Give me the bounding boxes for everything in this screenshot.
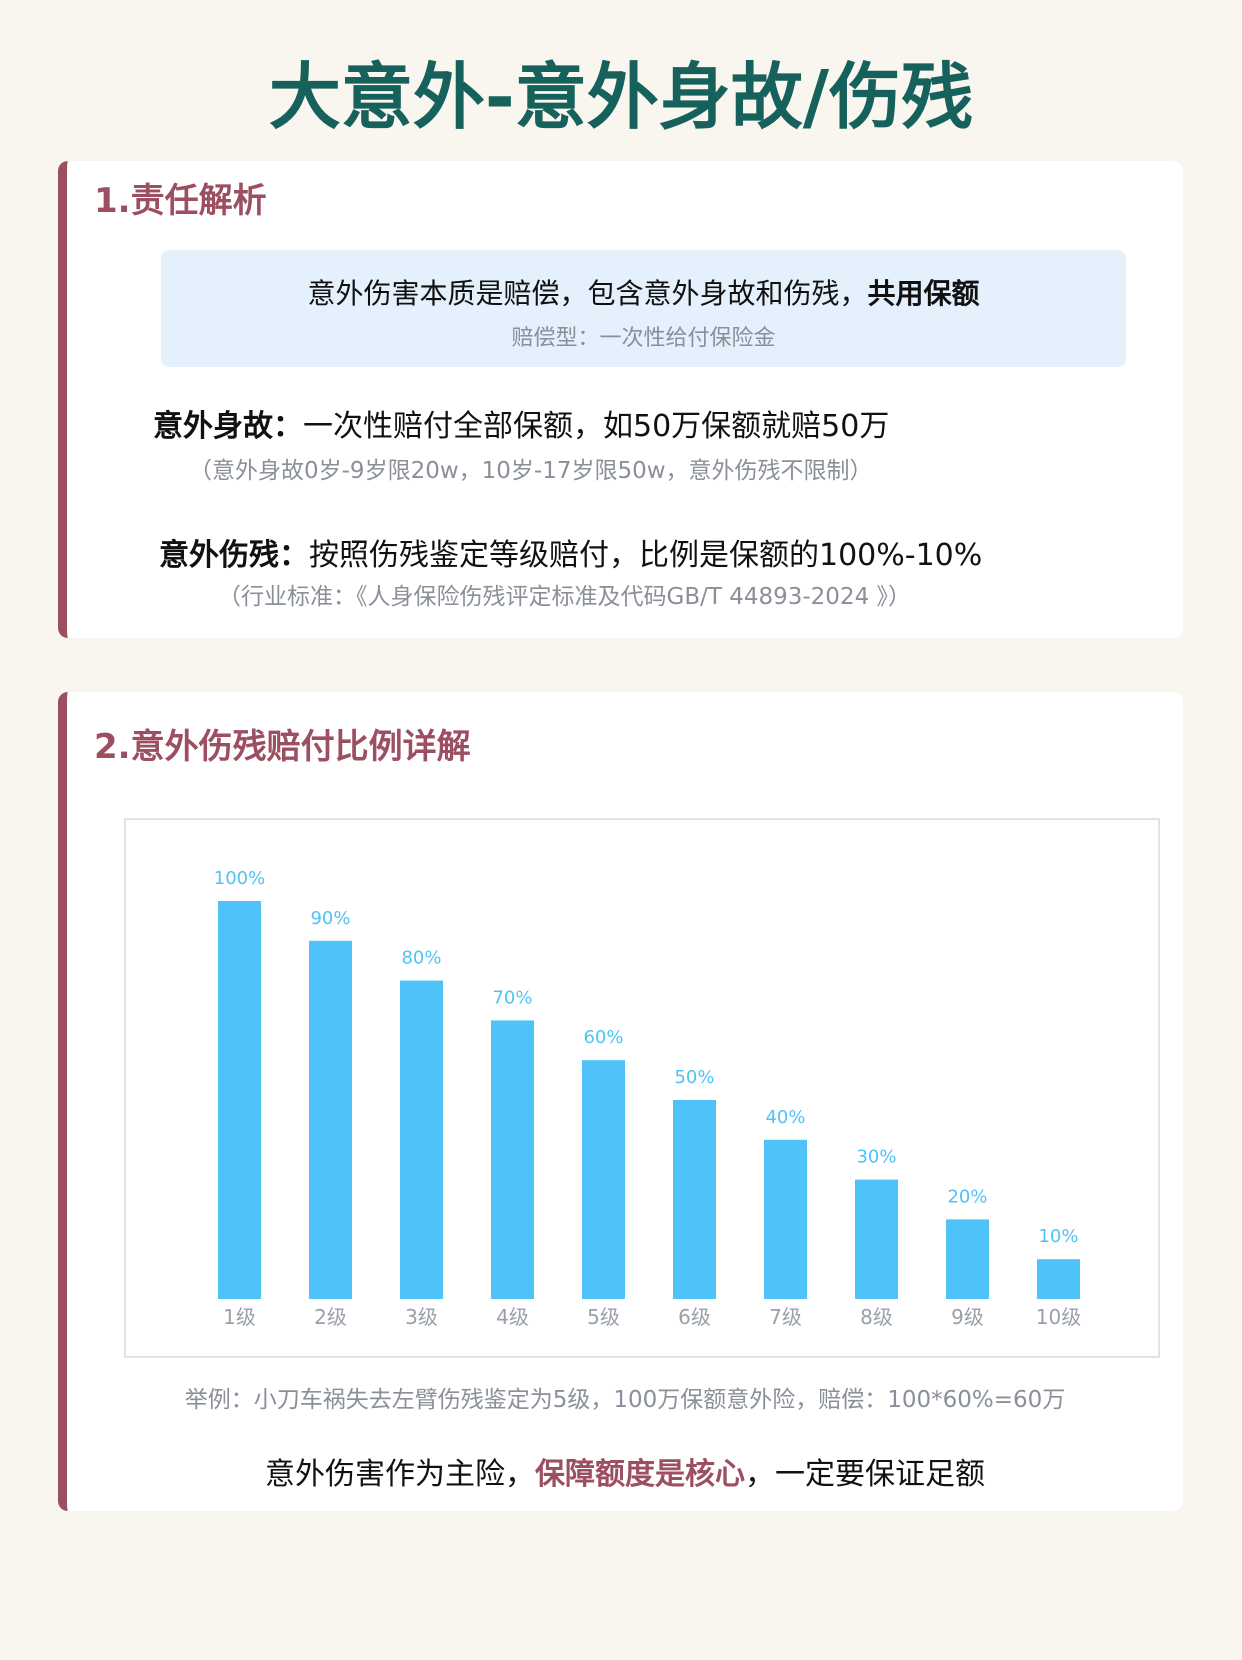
section-responsibility: 1.责任解析 意外伤害本质是赔偿，包含意外身故和伤残，共用保额 赔偿型：一次性给…: [58, 161, 1183, 638]
data-label: 100%: [214, 868, 265, 889]
bar-5级: [582, 1060, 625, 1299]
x-tick-label: 8级: [860, 1305, 893, 1329]
data-label: 20%: [947, 1186, 987, 1207]
section-heading: 2.意外伤残赔付比例详解: [94, 727, 471, 767]
section-heading: 1.责任解析: [94, 181, 267, 221]
x-tick-label: 10级: [1036, 1305, 1081, 1329]
death-label: 意外身故：: [153, 409, 303, 444]
disability-label: 意外伤残：: [159, 538, 309, 573]
data-label: 90%: [310, 908, 350, 929]
x-tick-label: 4级: [496, 1305, 529, 1329]
x-tick-label: 3级: [405, 1305, 438, 1329]
x-tick-label: 7级: [769, 1305, 802, 1329]
data-label: 30%: [856, 1147, 896, 1168]
page-title: 大意外-意外身故/伤残: [268, 55, 974, 139]
x-tick-label: 9级: [951, 1305, 984, 1329]
chart-frame: 100% 1级 90% 2级 80% 3级 70% 4级 60% 5级 50% 6级 40% 7级 30% 8…: [124, 818, 1160, 1358]
example-text: 举例：小刀车祸失去左臂伤残鉴定为5级，100万保额意外险，赔偿：100*60%=…: [184, 1387, 1066, 1413]
x-tick-label: 1级: [223, 1305, 256, 1329]
section-ratio: 2.意外伤残赔付比例详解 100% 1级 90% 2级 80% 3级 70% 4级 60% 5级 5…: [58, 692, 1183, 1511]
bar-2级: [309, 940, 352, 1299]
bar-6级: [673, 1100, 716, 1299]
bar-9级: [946, 1219, 989, 1299]
bar-chart: 100% 1级 90% 2级 80% 3级 70% 4级 60% 5级 50% 6级 40% 7级 30% 8…: [214, 868, 1081, 1329]
summary-sub: 赔偿型：一次性给付保险金: [511, 326, 776, 351]
bar-7级: [764, 1139, 807, 1299]
bar-8级: [855, 1179, 898, 1299]
summary-line: 意外伤害本质是赔偿，包含意外身故和伤残，共用保额: [161, 272, 1126, 312]
bar-1级: [218, 901, 261, 1299]
conclusion-pre: 意外伤害作为主险，: [265, 1457, 535, 1492]
data-label: 10%: [1038, 1226, 1078, 1247]
summary-text: 意外伤害本质是赔偿，包含意外身故和伤残，: [307, 277, 868, 310]
x-tick-label: 2级: [314, 1305, 347, 1329]
summary-box: 意外伤害本质是赔偿，包含意外身故和伤残，共用保额 赔偿型：一次性给付保险金: [161, 250, 1126, 367]
data-label: 60%: [583, 1027, 623, 1048]
conclusion-line: 意外伤害作为主险，保障额度是核心，一定要保证足额: [67, 1449, 1183, 1493]
death-text: 一次性赔付全部保额，如50万保额就赔50万: [303, 409, 890, 444]
bar-4级: [491, 1020, 534, 1299]
data-label: 40%: [765, 1107, 805, 1128]
x-tick-label: 6级: [678, 1305, 711, 1329]
disability-note: （行业标准：《人身保险伤残评定标准及代码GB/T 44893-2024 》）: [218, 584, 912, 610]
summary-bold: 共用保额: [867, 277, 980, 310]
death-line: 意外身故：一次性赔付全部保额，如50万保额就赔50万: [153, 401, 889, 445]
bar-3级: [400, 980, 443, 1299]
data-label: 80%: [401, 948, 441, 969]
death-note: （意外身故0岁-9岁限20w，10岁-17岁限50w，意外伤残不限制）: [189, 458, 873, 484]
conclusion-post: ，一定要保证足额: [745, 1457, 985, 1492]
bar-10级: [1037, 1259, 1080, 1299]
conclusion-highlight: 保障额度是核心: [535, 1457, 745, 1492]
disability-text: 按照伤残鉴定等级赔付，比例是保额的100%-10%: [309, 538, 983, 573]
x-tick-label: 5级: [587, 1305, 620, 1329]
data-label: 50%: [674, 1067, 714, 1088]
data-label: 70%: [492, 987, 532, 1008]
disability-line: 意外伤残：按照伤残鉴定等级赔付，比例是保额的100%-10%: [159, 530, 982, 574]
